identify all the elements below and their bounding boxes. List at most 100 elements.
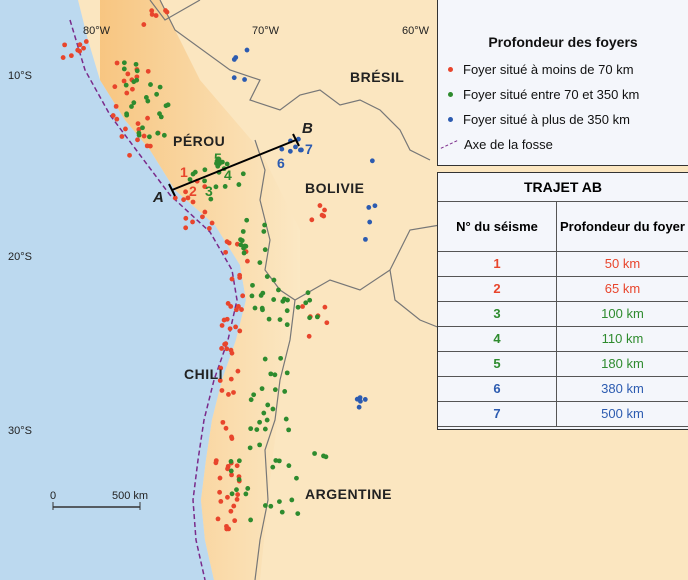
- point-a: A: [153, 189, 165, 206]
- earthquake-shallow: [183, 225, 189, 231]
- earthquake-shallow: [141, 22, 147, 27]
- earthquake-shallow: [217, 378, 223, 383]
- earthquake-intermediate: [248, 397, 254, 403]
- legend-trench: Axe de la fosse: [440, 137, 553, 152]
- earthquake-shallow: [215, 516, 221, 522]
- quake-number: 4: [438, 326, 557, 352]
- borders: [149, 0, 446, 580]
- earthquake-intermediate: [251, 392, 257, 398]
- earthquake-intermediate: [123, 82, 129, 88]
- earthquake-intermediate: [121, 60, 127, 66]
- earthquake-intermediate: [270, 464, 276, 470]
- earthquake-shallow: [185, 195, 191, 201]
- earthquake-intermediate: [264, 274, 270, 279]
- earthquake-shallow: [219, 388, 225, 393]
- earthquake-shallow: [222, 341, 228, 347]
- earthquake-intermediate: [286, 463, 292, 469]
- table-row: 5 180 km: [438, 351, 688, 377]
- earthquake-intermediate: [245, 486, 251, 491]
- earthquake-intermediate: [131, 100, 137, 106]
- earthquake-shallow: [136, 127, 142, 132]
- earthquake-intermediate: [202, 178, 207, 184]
- earthquake-shallow: [220, 419, 226, 425]
- earthquake-intermediate: [157, 84, 163, 90]
- earthquake-intermediate: [217, 161, 222, 167]
- earthquake-shallow: [135, 121, 141, 127]
- earthquake-intermediate: [284, 370, 290, 376]
- earthquake-shallow: [83, 39, 89, 44]
- lon-80: 80°W: [83, 25, 111, 37]
- earthquake-shallow: [225, 494, 230, 500]
- earthquake-deep: [293, 144, 298, 150]
- earthquake-shallow: [202, 184, 208, 189]
- earthquake-shallow: [236, 304, 241, 309]
- earthquake-shallow: [77, 42, 83, 48]
- earthquake-shallow: [113, 103, 119, 109]
- earthquake-intermediate: [268, 371, 274, 377]
- earthquake-shallow: [144, 143, 150, 149]
- earthquake-intermediate: [271, 297, 277, 302]
- earthquake-deep: [356, 404, 362, 410]
- earthquake-shallow: [217, 489, 222, 495]
- earthquake-intermediate: [303, 300, 309, 306]
- earthquake-intermediate: [143, 95, 149, 100]
- earthquake-shallow: [232, 518, 238, 524]
- country-perou: PÉROU: [173, 133, 226, 149]
- earthquake-intermediate: [295, 304, 301, 310]
- earthquake-intermediate: [228, 468, 234, 474]
- earthquake-intermediate: [268, 503, 274, 509]
- earthquake-intermediate: [294, 475, 299, 481]
- earthquake-intermediate: [278, 355, 284, 361]
- quake-depth: 110 km: [556, 326, 688, 352]
- earthquake-shallow: [62, 42, 68, 48]
- scale-zero: 0: [50, 490, 57, 502]
- lon-70: 70°W: [252, 25, 280, 37]
- table-row: 4 110 km: [438, 326, 688, 352]
- earthquake-deep: [244, 47, 250, 53]
- earthquake-intermediate: [247, 445, 253, 451]
- earthquake-intermediate: [238, 242, 244, 248]
- earthquake-intermediate: [229, 491, 235, 497]
- earthquake-intermediate: [270, 406, 276, 412]
- earthquake-intermediate: [134, 77, 140, 83]
- earthquake-intermediate: [262, 247, 268, 253]
- earthquake-shallow: [219, 346, 225, 351]
- quake-number: 7: [438, 401, 557, 427]
- earthquake-shallow: [110, 113, 116, 118]
- earthquake-intermediate: [187, 177, 193, 182]
- col-header-number: N° du séisme: [438, 201, 557, 252]
- earthquake-shallow: [183, 189, 188, 195]
- earthquake-intermediate: [133, 61, 139, 67]
- quake-number: 1: [438, 251, 557, 277]
- earthquake-intermediate: [314, 314, 320, 320]
- earthquake-shallow: [235, 368, 241, 374]
- earthquake-intermediate: [192, 169, 198, 175]
- earthquake-shallow: [127, 152, 132, 158]
- earthquake-shallow: [224, 346, 230, 352]
- earthquake-intermediate: [242, 243, 247, 249]
- earthquake-shallow: [60, 55, 66, 60]
- earthquake-deep: [279, 146, 285, 152]
- earthquake-shallow: [229, 276, 235, 282]
- quake-depth: 65 km: [556, 276, 688, 302]
- earthquake-shallow: [234, 497, 240, 502]
- legend-deep: Foyer situé à plus de 350 km: [448, 112, 630, 127]
- earthquake-shallow: [235, 492, 241, 497]
- earthquake-shallow: [123, 126, 128, 132]
- earthquake-deep: [231, 75, 237, 81]
- earthquake-shallow: [149, 8, 155, 14]
- quake-label-6: 6: [277, 155, 286, 171]
- earthquake-shallow: [228, 508, 234, 514]
- earthquake-intermediate: [250, 282, 255, 288]
- earthquake-deep: [357, 395, 363, 401]
- quake-label-7: 7: [305, 141, 314, 157]
- quake-label-5: 5: [214, 150, 223, 166]
- earthquake-shallow: [209, 220, 215, 226]
- country-bresil: BRÉSIL: [350, 69, 405, 85]
- earthquake-shallow: [190, 219, 195, 225]
- earthquake-shallow: [213, 460, 219, 466]
- earthquake-shallow: [112, 84, 118, 90]
- trench-axis: [69, 19, 238, 580]
- earthquake-intermediate: [259, 386, 265, 392]
- earthquake-intermediate: [121, 66, 127, 72]
